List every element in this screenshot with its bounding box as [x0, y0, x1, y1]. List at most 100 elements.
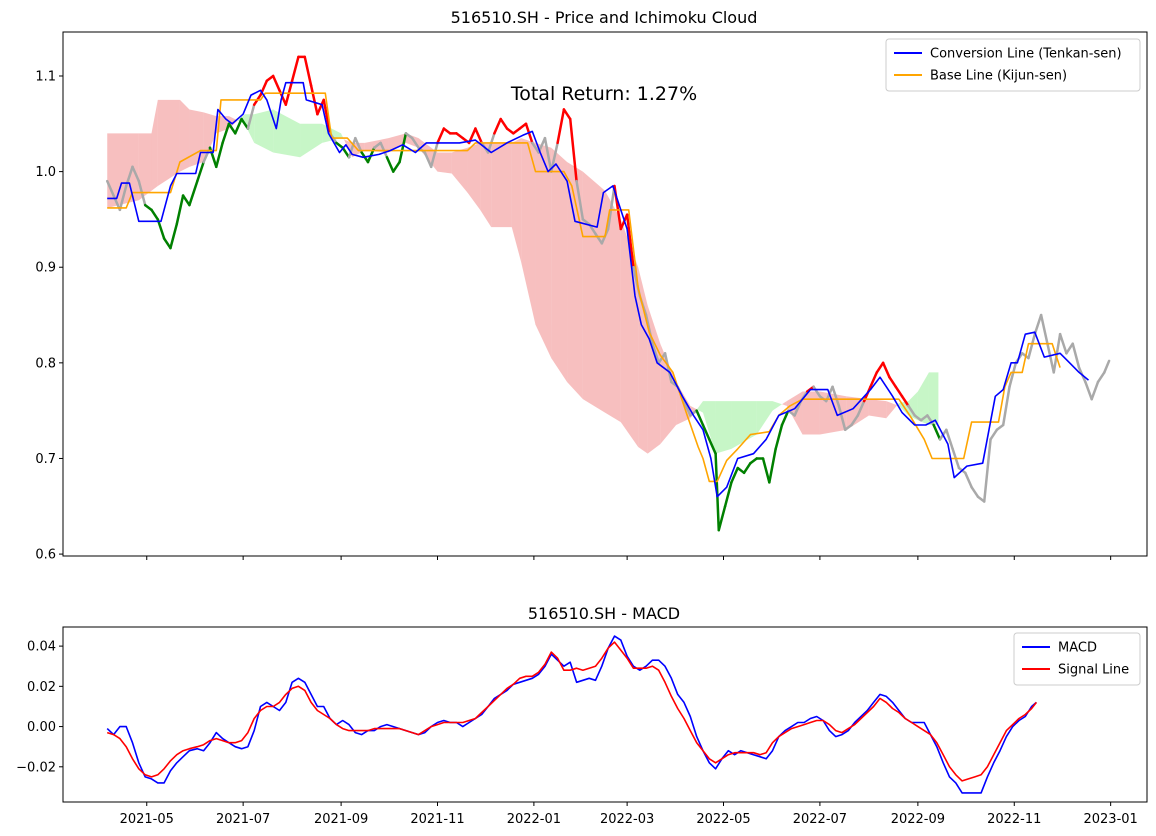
cloud-segment [756, 401, 773, 435]
macd-xtick-label: 2021-07 [216, 812, 270, 827]
cloud-segment [203, 112, 217, 163]
price-segment [1103, 359, 1111, 374]
price-x-ticks [146, 556, 1112, 560]
price-segment [689, 409, 698, 417]
price-segment [1027, 332, 1037, 360]
macd-xtick-label: 2021-11 [410, 812, 464, 827]
price-segment [347, 136, 357, 159]
macd-x-axis: 2021-05 2021-07 2021-09 2021-11 2022-01 2022-… [120, 802, 1138, 827]
cloud-segment [491, 142, 512, 228]
macd-xtick-label: 2021-05 [120, 812, 174, 827]
price-segment [995, 423, 1005, 432]
cloud-segment [715, 401, 732, 454]
price-segment [169, 222, 179, 250]
price-segment [1033, 313, 1043, 336]
tenkan-sen-line [107, 81, 1090, 498]
macd-line [106, 635, 1037, 794]
price-segment [118, 184, 128, 212]
price-segment [894, 385, 904, 398]
macd-ytick-label: 0.02 [27, 680, 56, 695]
price-segment [831, 385, 841, 408]
cloud-segment [551, 147, 568, 382]
price-segment [1058, 332, 1068, 355]
price-segment [1008, 361, 1018, 389]
price-segment [499, 117, 509, 130]
price-segment [663, 352, 673, 384]
cloud-segment [772, 401, 782, 411]
cloud-segment [300, 123, 323, 158]
indicator-lines [107, 81, 1090, 498]
price-segment [556, 108, 566, 145]
cloud-segment [620, 219, 639, 447]
price-chart-title: 516510.SH - Price and Ichimoku Cloud [451, 8, 758, 27]
cloud-segment [886, 401, 898, 419]
price-segment [1039, 313, 1049, 345]
price-segment [1071, 342, 1081, 369]
price-segment [455, 132, 465, 140]
price-ytick-label: 1.1 [35, 69, 56, 84]
cloud-segment [898, 401, 909, 416]
price-segment [290, 55, 300, 83]
price-segment [188, 179, 199, 207]
price-segment [493, 117, 502, 135]
signal-line [106, 641, 1038, 782]
legend-label: Signal Line [1058, 663, 1129, 678]
price-axes-frame [62, 31, 1148, 557]
macd-ytick-label: −0.02 [16, 760, 56, 775]
price-legend: Conversion Line (Tenkan-sen) Base Line (K… [885, 38, 1141, 92]
price-segment [736, 466, 746, 475]
price-segment [233, 117, 243, 135]
price-segment [271, 74, 281, 92]
macd-xtick-label: 2022-01 [507, 812, 561, 827]
price-segment [265, 74, 275, 83]
price-segment [303, 55, 313, 87]
cloud-segment [467, 142, 481, 210]
price-segment [373, 141, 382, 149]
price-segment [581, 218, 591, 226]
price-segment [625, 213, 635, 269]
total-return-annotation: Total Return: 1.27% [510, 83, 697, 105]
macd-legend: MACD Signal Line [1013, 632, 1141, 686]
price-segment [900, 395, 910, 408]
price-segment [989, 428, 999, 441]
price-segment [156, 218, 166, 240]
price-segment [150, 208, 160, 221]
price-segment [392, 160, 401, 173]
price-segment [568, 117, 578, 183]
price-segment [723, 481, 733, 508]
price-segment [562, 108, 572, 121]
cloud-segment [928, 372, 939, 425]
price-segment [594, 232, 604, 245]
cloud-segment [521, 138, 536, 325]
cloud-segment [179, 99, 190, 172]
cloud-segment [388, 133, 406, 153]
legend-label: Base Line (Kijun-sen) [930, 69, 1067, 84]
price-segment [1090, 380, 1100, 401]
price-segment [913, 414, 923, 422]
price-segment [1096, 371, 1106, 384]
price-segment [1001, 385, 1011, 427]
price-segment [651, 342, 660, 365]
price-segment [474, 127, 483, 145]
price-segment [888, 375, 898, 389]
macd-xtick-label: 2022-07 [793, 812, 847, 827]
cloud-segment [605, 190, 621, 423]
price-segment [926, 414, 935, 427]
price-segment [175, 194, 185, 226]
macd-lines [106, 635, 1038, 794]
macd-chart-title: 516510.SH - MACD [528, 604, 680, 623]
legend-box [885, 38, 1141, 92]
price-segment [945, 428, 954, 451]
price-segment [316, 98, 325, 116]
price-segment [837, 404, 847, 432]
price-y-axis: 0.6 0.7 0.8 0.9 1.0 1.1 [35, 69, 63, 563]
macd-axes-frame [62, 626, 1148, 803]
price-segment [518, 122, 528, 130]
price-segment [410, 136, 420, 149]
price-segment [907, 404, 916, 417]
price-segment [227, 122, 237, 135]
price-ytick-label: 0.9 [35, 261, 56, 276]
price-segment [606, 184, 616, 231]
price-segment [875, 361, 885, 374]
price-segment [423, 151, 433, 169]
